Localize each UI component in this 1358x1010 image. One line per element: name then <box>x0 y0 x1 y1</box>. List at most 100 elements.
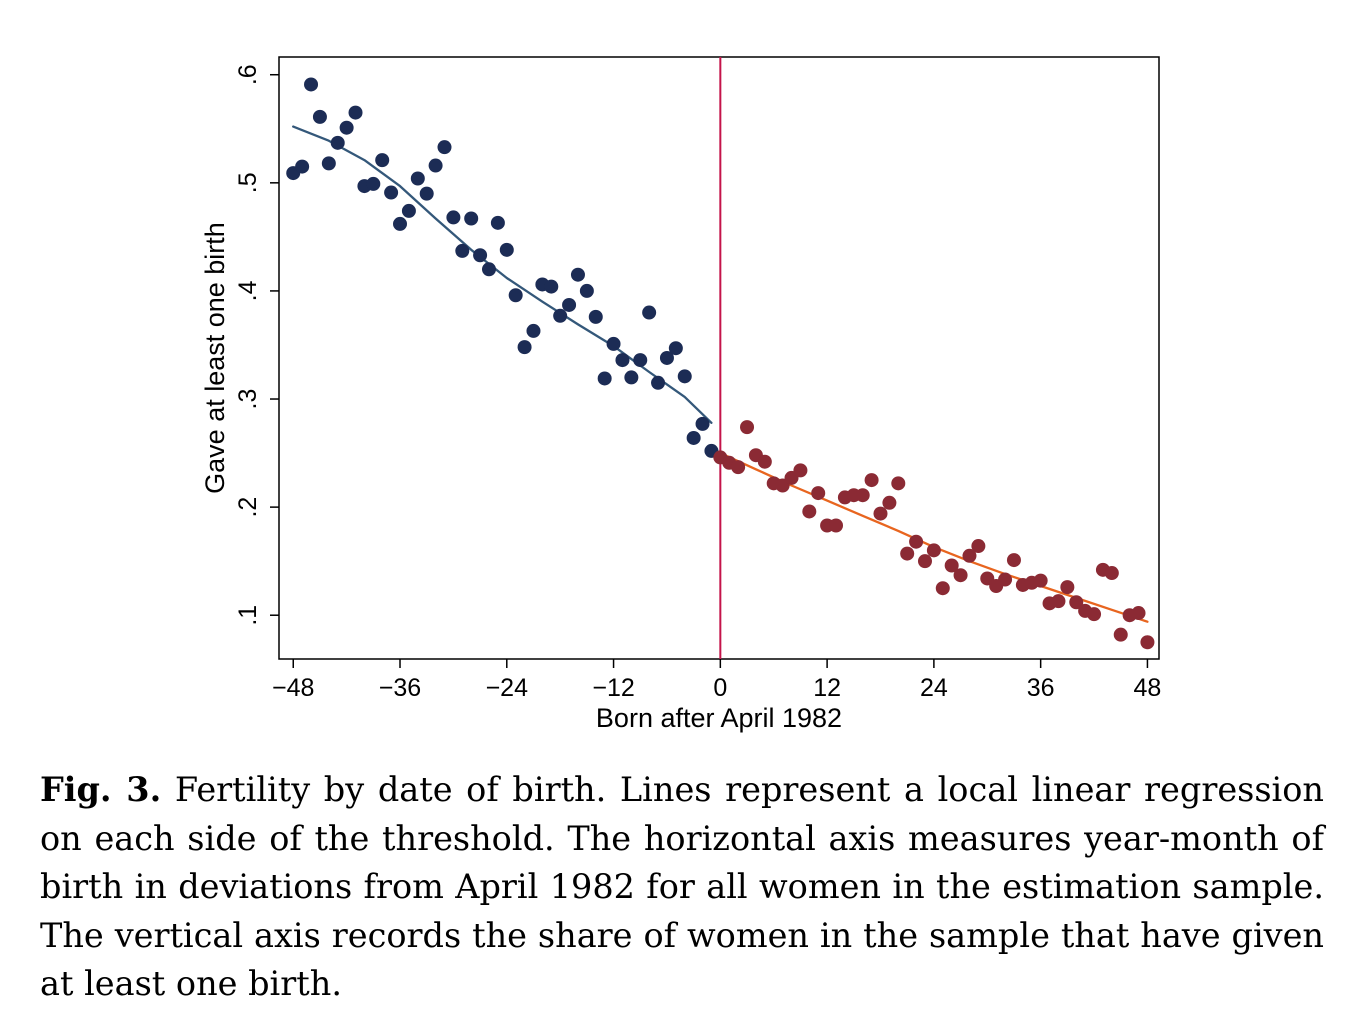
y-axis-title: Gave at least one birth <box>200 222 230 494</box>
data-point-after <box>891 476 906 491</box>
data-point-before <box>659 350 674 365</box>
x-tick-label: 24 <box>920 674 948 702</box>
data-point-before <box>419 186 434 201</box>
x-tick-label: 12 <box>813 674 841 702</box>
fit-line-after <box>719 451 1149 623</box>
data-point-before <box>366 176 381 191</box>
data-point-before <box>330 135 345 150</box>
fertility-chart: −48 −36 −24 −12 0 12 24 36 48 .1 .2 .3 .4 .5 .6 Born a… <box>200 56 1161 733</box>
data-point-before <box>473 248 488 263</box>
data-point-after <box>971 539 986 554</box>
data-point-before <box>410 171 425 186</box>
data-point-after <box>935 581 950 596</box>
data-point-before <box>615 353 630 368</box>
data-point-after <box>1033 573 1048 588</box>
data-point-before <box>526 323 541 338</box>
data-point-after <box>1104 566 1119 581</box>
y-tick-label: .6 <box>234 64 262 85</box>
data-point-after <box>944 558 959 573</box>
data-point-before <box>579 283 594 298</box>
y-tick-label: .5 <box>234 172 262 193</box>
data-point-after <box>926 543 941 558</box>
data-point-after <box>998 572 1013 587</box>
data-point-before <box>375 153 390 168</box>
x-tick-label: −36 <box>379 674 421 702</box>
data-point-after <box>757 454 772 469</box>
x-tick-label: −48 <box>272 674 314 702</box>
data-point-before <box>481 262 496 277</box>
data-point-after <box>1087 607 1102 622</box>
data-point-before <box>499 242 514 257</box>
data-point-after <box>740 420 755 435</box>
data-point-before <box>437 140 452 155</box>
data-point-before <box>651 375 666 390</box>
data-point-after <box>731 460 746 475</box>
data-point-before <box>428 158 443 173</box>
plot-frame <box>278 56 1160 660</box>
data-point-after <box>811 486 826 501</box>
figure-caption: Fig. 3. Fertility by date of birth. Line… <box>40 766 1324 1009</box>
data-point-before <box>312 109 327 124</box>
data-point-after <box>962 548 977 563</box>
x-tick-label: 0 <box>713 674 727 702</box>
data-point-after <box>1131 606 1146 621</box>
data-point-before <box>633 353 648 368</box>
data-point-after <box>953 568 968 583</box>
data-point-after <box>802 504 817 519</box>
x-tick-label: 48 <box>1134 674 1162 702</box>
data-point-after <box>793 463 808 478</box>
data-point-after <box>1113 627 1128 642</box>
data-point-after <box>855 488 870 503</box>
data-point-before <box>455 243 470 258</box>
data-point-before <box>570 267 585 282</box>
data-point-before <box>339 120 354 135</box>
y-tick-label: .3 <box>234 389 262 410</box>
x-tick-label: 36 <box>1027 674 1055 702</box>
data-point-after <box>873 506 888 521</box>
data-point-before <box>517 340 532 355</box>
x-axis-title: Born after April 1982 <box>596 703 842 733</box>
x-tick-label: −12 <box>592 674 634 702</box>
caption-text: Fertility by date of birth. Lines repres… <box>40 770 1325 1003</box>
data-point-before <box>464 211 479 226</box>
data-point-before <box>544 279 559 294</box>
data-point-before <box>677 369 692 384</box>
data-points <box>286 77 1155 650</box>
data-point-after <box>917 554 932 569</box>
data-point-before <box>668 341 683 356</box>
data-point-before <box>624 370 639 385</box>
data-point-before <box>446 210 461 225</box>
data-point-before <box>490 215 505 230</box>
data-point-before <box>393 216 408 231</box>
y-tick-label: .2 <box>234 497 262 518</box>
data-point-after <box>1051 594 1066 609</box>
caption-label: Fig. 3. <box>40 770 162 809</box>
data-point-before <box>588 309 603 324</box>
data-point-before <box>508 288 523 303</box>
y-tick-label: .4 <box>234 280 262 301</box>
data-point-before <box>304 77 319 92</box>
data-point-after <box>900 546 915 561</box>
data-point-before <box>562 297 577 312</box>
data-point-after <box>1006 553 1021 568</box>
data-point-before <box>384 185 399 200</box>
ticks: −48 −36 −24 −12 0 12 24 36 48 .1 .2 .3 .4 .5 .6 <box>234 64 1161 702</box>
data-point-after <box>1140 635 1155 650</box>
data-point-before <box>348 105 363 120</box>
data-point-before <box>597 371 612 386</box>
data-point-before <box>321 156 336 171</box>
x-tick-label: −24 <box>486 674 529 702</box>
fit-line-before <box>292 125 713 424</box>
data-point-after <box>829 518 844 533</box>
data-point-before <box>606 336 621 351</box>
data-point-after <box>864 473 879 488</box>
data-point-after <box>1060 580 1075 595</box>
data-point-before <box>295 159 310 174</box>
data-point-before <box>401 203 416 218</box>
data-point-after <box>1069 595 1084 610</box>
data-point-before <box>695 416 710 431</box>
data-point-before <box>642 305 657 320</box>
data-point-after <box>909 534 924 549</box>
y-tick-label: .1 <box>234 605 262 626</box>
